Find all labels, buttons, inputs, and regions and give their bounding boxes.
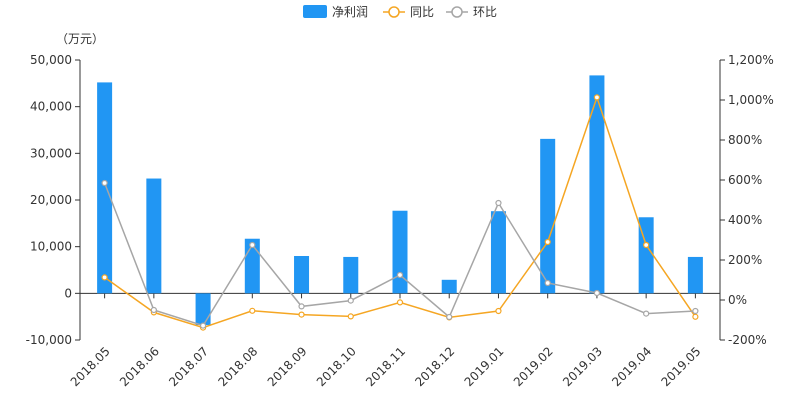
left-tick-label: 0	[64, 286, 72, 300]
x-tick-label: 2019.03	[560, 344, 605, 389]
point-yoy	[495, 307, 502, 315]
right-tick-label: 1,000%	[728, 93, 774, 107]
left-tick-label: 10,000	[30, 240, 72, 254]
right-tick-label: 400%	[728, 213, 762, 227]
bar-net-profit	[392, 210, 408, 294]
left-tick-label: 50,000	[30, 53, 72, 67]
x-tick-label: 2018.12	[412, 344, 457, 389]
point-mom	[298, 303, 305, 310]
point-yoy	[396, 299, 404, 306]
point-mom	[249, 241, 256, 249]
point-yoy	[593, 94, 601, 101]
point-mom	[643, 310, 650, 317]
legend-marker-yoy	[388, 6, 400, 18]
bar-net-profit	[490, 211, 506, 294]
legend-label-yoy: 同比	[410, 5, 434, 19]
legend: 净利润 同比 环比	[303, 5, 497, 19]
right-tick-label: 800%	[728, 133, 762, 147]
y-axis-unit-label: （万元）	[56, 32, 104, 46]
point-mom	[101, 179, 108, 187]
x-tick-label: 2018.05	[68, 344, 113, 389]
point-yoy	[101, 274, 108, 281]
right-tick-label: 200%	[728, 253, 762, 267]
point-mom	[446, 313, 453, 321]
bar-net-profit	[97, 82, 113, 294]
left-tick-label: -10,000	[26, 333, 72, 347]
bar-net-profit	[146, 178, 162, 294]
right-tick-label: 600%	[728, 173, 762, 187]
bar-net-profit	[441, 279, 457, 294]
legend-swatch-net-profit	[303, 5, 327, 18]
point-mom	[396, 271, 404, 279]
x-tick-label: 2019.05	[659, 344, 704, 389]
x-tick-label: 2018.10	[314, 344, 359, 389]
x-tick-label: 2019.02	[511, 344, 556, 389]
bar-net-profit	[638, 217, 654, 294]
bar-net-profit	[343, 256, 359, 294]
x-tick-label: 2018.09	[265, 344, 310, 389]
plot-area: -10,000 0 10,000 20,000 30,000 40,000 50,000 -2…	[26, 53, 774, 389]
point-yoy	[347, 313, 354, 320]
right-tick-label: 0%	[728, 293, 747, 307]
legend-label-net-profit: 净利润	[332, 5, 368, 19]
x-tick-label: 2018.11	[363, 344, 408, 389]
point-yoy	[544, 238, 551, 246]
point-mom	[495, 199, 502, 207]
bar-net-profit	[589, 75, 605, 294]
point-mom	[199, 322, 207, 329]
legend-marker-mom	[451, 6, 463, 18]
left-tick-label: 20,000	[30, 193, 72, 207]
right-tick-label: 1,200%	[728, 53, 774, 67]
x-tick-label: 2018.08	[215, 344, 260, 389]
x-tick-label: 2019.01	[462, 344, 507, 389]
x-tick-label: 2018.07	[166, 344, 211, 389]
point-mom	[692, 307, 699, 315]
bar-net-profit	[294, 256, 310, 294]
point-mom	[544, 279, 551, 287]
left-tick-label: 30,000	[30, 146, 72, 160]
bar-net-profit	[195, 293, 211, 326]
point-yoy	[249, 307, 256, 314]
point-mom	[347, 297, 354, 304]
point-yoy	[643, 241, 650, 249]
point-yoy	[692, 313, 699, 320]
point-yoy	[298, 311, 305, 318]
bar-net-profit	[540, 138, 556, 294]
x-tick-label: 2018.06	[117, 344, 162, 389]
point-mom	[150, 306, 157, 314]
right-tick-label: -200%	[728, 333, 767, 347]
x-tick-label: 2019.04	[609, 344, 654, 389]
point-mom	[593, 289, 601, 297]
bar-net-profit	[687, 256, 703, 294]
legend-label-mom: 环比	[473, 5, 497, 19]
left-tick-label: 40,000	[30, 100, 72, 114]
